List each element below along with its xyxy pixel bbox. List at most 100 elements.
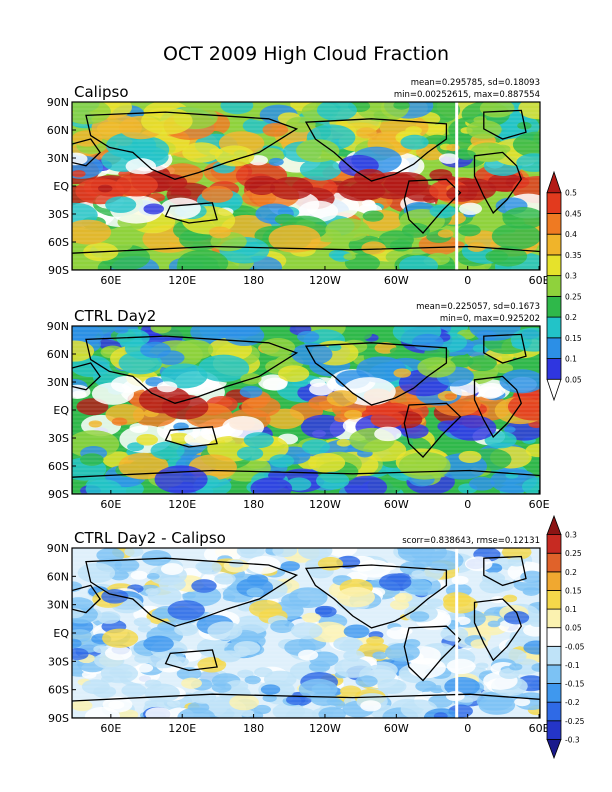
colorbar-swatch (546, 514, 562, 536)
panel-diff: CTRL Day2 - Calipso scorr=0.838643, rmse=… (47, 514, 585, 760)
lon-label: 0 (464, 722, 471, 735)
colorbar-label: 0.25 (565, 292, 582, 301)
colorbar-label: -0.25 (565, 717, 585, 726)
lon-label: 0 (464, 498, 471, 511)
colorbar-swatch (546, 233, 562, 256)
lat-label: 30N (47, 152, 69, 165)
colorbar-label: 0.45 (565, 209, 582, 218)
colorbar-swatch (546, 170, 562, 194)
panel-stats: mean=0.295785, sd=0.18093 (411, 78, 540, 88)
colorbar-label: 0.1 (565, 355, 577, 364)
colorbar-label: 0.2 (565, 568, 577, 577)
lat-label: 30N (47, 599, 69, 612)
lon-label: 60E (100, 274, 121, 287)
colorbar-swatch (546, 213, 562, 235)
lat-label: 60N (47, 570, 69, 583)
colorbar-swatch (546, 664, 562, 684)
colorbar-label: 0.1 (565, 605, 577, 614)
colorbar-swatch (546, 534, 562, 554)
colorbar-label: 0.2 (565, 313, 577, 322)
colorbar-diff: -0.3 -0.25 -0.2 -0.15 -0.1 -0.05 0.05 0.1 0.15 0.… (546, 514, 585, 760)
field-diff (72, 548, 540, 718)
colorbar-swatch (546, 645, 562, 666)
colorbar-label: 0.3 (565, 531, 577, 540)
lon-label: 0 (464, 274, 471, 287)
panel-label: Calipso (74, 83, 129, 101)
lat-label: 60N (47, 348, 69, 361)
colorbar-swatch (546, 608, 562, 629)
panel-stats-line2: min=0, max=0.925202 (440, 314, 540, 324)
lon-label: 60E (529, 722, 550, 735)
colorbar-label: 0.15 (565, 586, 582, 595)
lon-label: 60W (384, 498, 409, 511)
lat-label: 30S (48, 208, 69, 221)
colorbar-label: 0.25 (565, 549, 582, 558)
colorbar-swatch (546, 337, 562, 359)
panel-ctrl: CTRL Day2 mean=0.225057, sd=0.1673 min=0, … (47, 302, 550, 511)
lon-label: 180 (243, 498, 264, 511)
lat-label: EQ (53, 627, 69, 640)
field-calipso (72, 102, 540, 270)
lat-label: EQ (53, 404, 69, 417)
colorbar-swatch (546, 683, 562, 703)
panel-stats: mean=0.225057, sd=0.1673 (416, 302, 540, 312)
colorbar-swatch (546, 358, 562, 380)
colorbar-swatch (546, 295, 562, 318)
colorbar-label: -0.15 (565, 680, 585, 689)
lon-label: 120W (309, 498, 341, 511)
colorbar-label: -0.3 (565, 735, 580, 744)
colorbar-swatch (546, 192, 562, 214)
colorbar-label: 0.05 (565, 624, 582, 633)
lon-label: 120E (168, 722, 196, 735)
colorbar-swatch (546, 720, 562, 740)
lon-label: 180 (243, 274, 264, 287)
colorbar-swatch (546, 552, 562, 573)
field-ctrl (72, 326, 540, 494)
colorbar-swatch (546, 590, 562, 610)
colorbar-label: 0.5 (565, 189, 577, 198)
colorbar-label: 0.35 (565, 251, 582, 260)
lon-label: 180 (243, 722, 264, 735)
lat-label: 90N (47, 320, 69, 333)
lon-label: 60E (100, 722, 121, 735)
colorbar-swatch (546, 738, 562, 760)
colorbar-swatch (546, 627, 562, 647)
colorbar-label: 0.4 (565, 230, 577, 239)
lat-label: 90S (48, 264, 69, 277)
lon-label: 60E (529, 498, 550, 511)
panel-calipso: Calipso mean=0.295785, sd=0.18093 min=0.00… (47, 78, 582, 402)
lon-label: 120E (168, 274, 196, 287)
colorbar-swatch (546, 316, 562, 339)
colorbar-label: 0.3 (565, 272, 577, 281)
lat-label: EQ (53, 180, 69, 193)
lon-label: 120W (309, 722, 341, 735)
panel-label: CTRL Day2 (74, 307, 156, 325)
colorbar-swatch (546, 378, 562, 402)
lat-label: 90S (48, 712, 69, 725)
lon-label: 120W (309, 274, 341, 287)
panels-group: Calipso mean=0.295785, sd=0.18093 min=0.00… (47, 78, 585, 760)
colorbar-swatch (546, 701, 562, 722)
colorbar-label: -0.1 (565, 661, 580, 670)
lat-label: 30S (48, 432, 69, 445)
lat-label: 90N (47, 96, 69, 109)
lon-label: 120E (168, 498, 196, 511)
lat-label: 30S (48, 655, 69, 668)
lon-label: 60W (384, 274, 409, 287)
lon-label: 60E (100, 498, 121, 511)
colorbar-calipso: 0.05 0.1 0.15 0.2 0.25 0.3 0.35 0.4 0.45 0.5 (546, 170, 582, 402)
lon-label: 60E (529, 274, 550, 287)
colorbar-label: 0.15 (565, 334, 582, 343)
lat-label: 60S (48, 460, 69, 473)
panel-label: CTRL Day2 - Calipso (74, 529, 226, 547)
lon-label: 60W (384, 722, 409, 735)
lat-label: 60N (47, 124, 69, 137)
colorbar-swatch (546, 571, 562, 591)
colorbar-swatch (546, 275, 562, 297)
panel-stats: scorr=0.838643, rmse=0.12131 (402, 536, 540, 546)
colorbar-label: 0.05 (565, 375, 582, 384)
lat-label: 90N (47, 542, 69, 555)
lat-label: 90S (48, 488, 69, 501)
colorbar-label: -0.05 (565, 642, 585, 651)
